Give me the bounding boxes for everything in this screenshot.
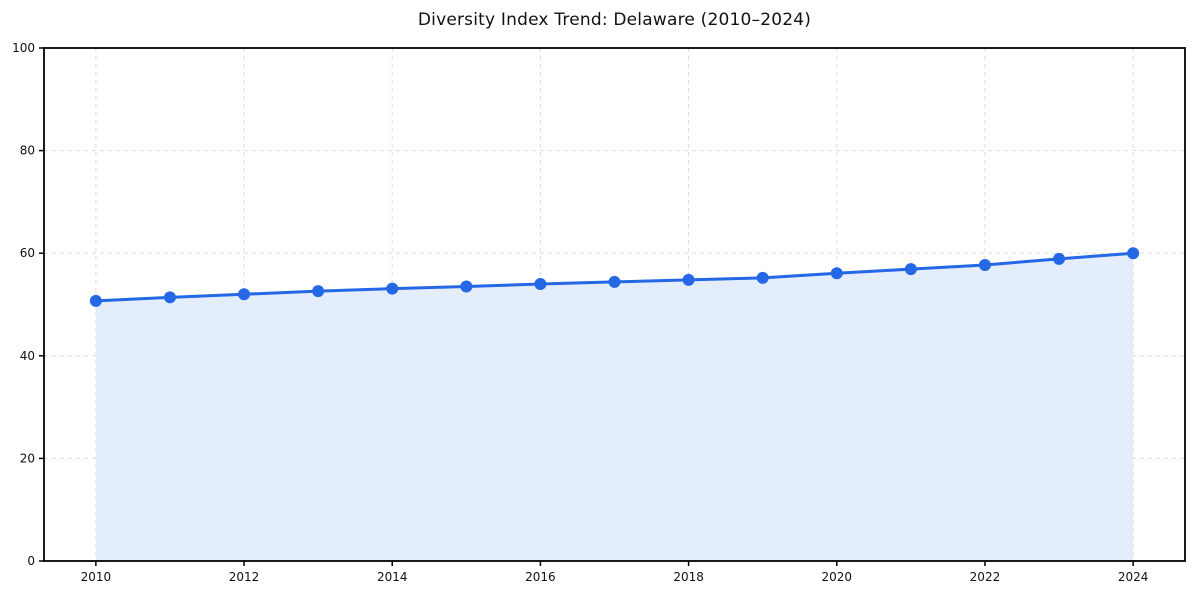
chart-title: Diversity Index Trend: Delaware (2010–20…	[417, 10, 812, 30]
area-fill	[95, 253, 1134, 561]
data-point-2023	[1053, 252, 1066, 265]
x-tick-label-2024: 2024	[1118, 570, 1149, 584]
y-tick-label-60: 60	[20, 246, 35, 260]
y-tick-label-0: 0	[27, 554, 35, 568]
data-point-2016	[534, 277, 547, 290]
x-tick-label-2012: 2012	[229, 570, 260, 584]
data-point-2020	[830, 267, 843, 280]
x-tick-label-2018: 2018	[673, 570, 704, 584]
data-point-2017	[608, 275, 621, 288]
data-point-2019	[756, 271, 769, 284]
data-point-2012	[238, 288, 251, 301]
y-tick-label-20: 20	[20, 451, 35, 465]
data-point-2018	[682, 273, 695, 286]
x-tick-label-2022: 2022	[970, 570, 1001, 584]
data-point-2015	[460, 280, 473, 293]
plot-border	[43, 47, 1186, 562]
data-point-2022	[978, 258, 991, 271]
x-tick-label-2020: 2020	[821, 570, 852, 584]
x-tick-label-2010: 2010	[81, 570, 112, 584]
data-point-2024	[1127, 247, 1140, 260]
x-tick-label-2014: 2014	[377, 570, 408, 584]
data-point-2013	[312, 285, 325, 298]
data-point-2021	[904, 263, 917, 276]
data-point-2014	[386, 282, 399, 295]
y-tick-label-40: 40	[20, 349, 35, 363]
data-point-2011	[163, 291, 176, 304]
x-tick-label-2016: 2016	[525, 570, 556, 584]
y-tick-label-100: 100	[12, 41, 35, 55]
y-tick-label-80: 80	[20, 144, 35, 158]
data-point-2010	[89, 294, 102, 307]
